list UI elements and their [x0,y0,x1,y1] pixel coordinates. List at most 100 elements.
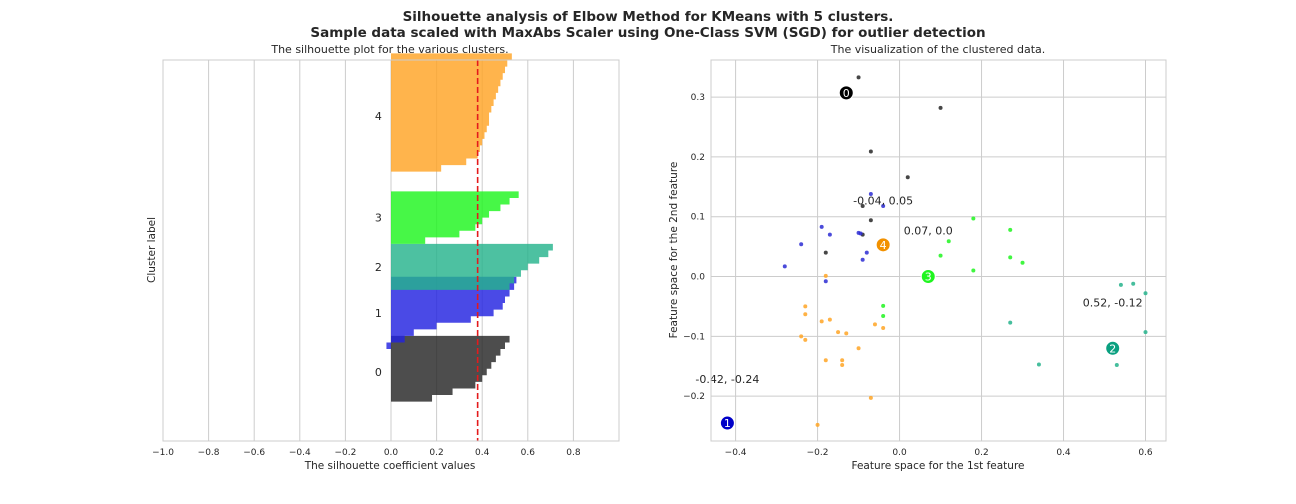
scatter-x-tick-label: 0.4 [1056,448,1071,458]
scatter-point-cluster-4 [872,322,877,327]
cluster-center-label: 1 [724,417,731,430]
cluster-center-marker [920,269,936,285]
scatter-point-cluster-2 [1008,320,1013,325]
scatter-x-tick-label: 0.6 [1138,448,1153,458]
cluster-center-label: 2 [1109,342,1116,355]
scatter-plot-frame [710,59,1167,442]
cluster-center-marker [875,237,891,253]
cluster-label-1: 1 [375,307,382,320]
scatter-y-tick-label: 0.2 [691,153,705,163]
scatter-point-cluster-3 [946,239,951,244]
cluster-center-2: 2 [1105,340,1121,356]
scatter-y-tick-label: −0.2 [683,392,705,402]
cluster-label-2: 2 [375,261,382,274]
scatter-point-cluster-4 [803,312,808,317]
scatter-point-cluster-3 [1020,260,1025,265]
scatter-point-cluster-0 [938,105,943,110]
scatter-point-cluster-1 [782,264,787,269]
scatter-point-cluster-1 [827,232,832,237]
scatter-point-cluster-0 [868,218,873,223]
scatter-point-cluster-1 [860,257,865,262]
silhouette-cluster-2 [391,243,553,290]
scatter-point-cluster-2 [1131,281,1136,286]
cluster-center-0: 0 [838,85,854,101]
cluster-label-3: 3 [375,212,382,225]
scatter-point-cluster-1 [823,279,828,284]
cluster-labels: 0 1 2 3 4 [375,110,382,379]
scatter-point-cluster-4 [823,273,828,278]
scatter-x-tick-label: −0.4 [725,448,747,458]
center-coordinate-annotation: -0.04, 0.05 [853,195,913,208]
scatter-point-cluster-4 [815,422,820,427]
scatter-point-cluster-4 [836,330,841,335]
scatter-grid [711,60,1166,441]
scatter-point-cluster-4 [827,317,832,322]
silhouette-fills [386,53,553,409]
silhouette-plot: The silhouette plot for the various clus… [146,43,620,472]
silhouette-x-axis-label: The silhouette coefficient values [304,460,476,472]
scatter-point-cluster-4 [856,346,861,351]
cluster-label-0: 0 [375,366,382,379]
scatter-point-cluster-3 [881,303,886,308]
scatter-point-cluster-4 [823,358,828,363]
silhouette-x-tick-label: −0.6 [243,448,265,458]
silhouette-x-tick-label: −0.4 [289,448,311,458]
cluster-center-label: 3 [925,271,932,284]
scatter-x-tick-label: 0.2 [974,448,988,458]
cluster-center-marker [1105,340,1121,356]
scatter-point-cluster-1 [868,191,873,196]
scatter-point-cluster-2 [1118,282,1123,287]
cluster-center-label: 0 [843,87,850,100]
silhouette-x-tick-label: −0.2 [334,448,356,458]
scatter-point-cluster-4 [799,334,804,339]
silhouette-plot-title: The silhouette plot for the various clus… [270,43,508,56]
scatter-point-cluster-3 [971,268,976,273]
scatter-y-tick-label: 0.3 [691,93,705,103]
center-coordinate-annotation: 0.52, -0.12 [1083,296,1143,309]
scatter-point-cluster-4 [840,363,845,368]
suptitle-line-2: Sample data scaled with MaxAbs Scaler us… [310,25,985,41]
center-coordinate-annotation: 0.07, 0.0 [904,225,953,238]
scatter-y-axis-label: Feature space for the 2nd feature [668,162,680,339]
silhouette-cluster-0 [391,335,510,409]
scatter-point-cluster-3 [971,216,976,221]
silhouette-x-tick-label: 0.2 [429,448,443,458]
scatter-x-tick-label: 0.0 [892,448,907,458]
scatter-point-cluster-0 [905,175,910,180]
silhouette-cluster-1 [386,276,517,350]
cluster-label-4: 4 [375,110,382,123]
scatter-point-cluster-1 [858,231,863,236]
scatter-point-cluster-4 [803,304,808,309]
scatter-point-cluster-3 [881,313,886,318]
silhouette-x-tick-label: 0.8 [566,448,581,458]
scatter-point-cluster-0 [860,203,865,208]
scatter-y-tick-label: 0.1 [691,213,705,223]
cluster-center-3: 3 [920,269,936,285]
silhouette-cluster-4 [391,53,512,179]
silhouette-x-ticks: −1.0 −0.8 −0.6 −0.4 −0.2 0.0 0.2 0.4 0.6 0.8 [152,448,581,458]
scatter-point-cluster-2 [1143,330,1148,335]
scatter-x-axis-label: Feature space for the 1st feature [851,460,1024,472]
silhouette-x-tick-label: 0.6 [521,448,536,458]
scatter-point-cluster-4 [868,395,873,400]
cluster-center-label: 4 [880,239,887,252]
scatter-point-cluster-4 [819,319,824,324]
cluster-center-marker [838,85,854,101]
silhouette-plot-frame [162,59,620,442]
scatter-point-cluster-3 [1008,227,1013,232]
scatter-plot-background [711,60,1166,441]
cluster-center-1: 1 [719,415,735,431]
scatter-point-cluster-1 [799,242,804,247]
scatter-point-cluster-0 [856,75,861,80]
scatter-ticks: −0.4 −0.2 0.0 0.2 0.4 0.6 −0.2 −0.1 0.0 0.1 0.2 0.3 [683,93,1153,458]
scatter-x-tick-label: −0.2 [807,448,829,458]
scatter-point-cluster-4 [844,331,849,336]
silhouette-cluster-3 [391,191,519,244]
scatter-y-tick-label: 0.0 [691,273,706,283]
scatter-point-cluster-4 [840,358,845,363]
scatter-point-cluster-3 [938,253,943,258]
cluster-centers: 0 1 2 3 4 [719,85,1121,431]
scatter-points [782,75,1148,427]
cluster-scatter-plot: The visualization of the clustered data.… [668,43,1167,472]
